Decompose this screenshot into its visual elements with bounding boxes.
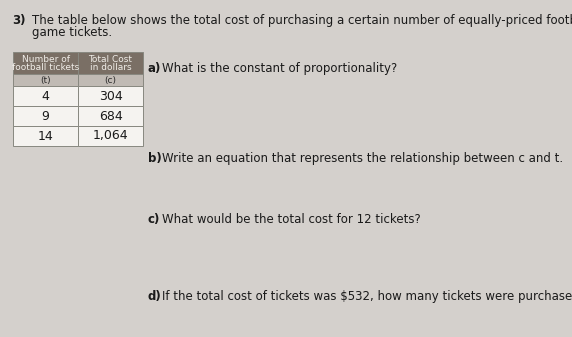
Bar (13, 106, 78, 126)
Text: football tickets: football tickets (12, 63, 79, 72)
Text: What would be the total cost for 12 tickets?: What would be the total cost for 12 tick… (162, 213, 420, 226)
Bar (78, 52, 143, 74)
Text: Write an equation that represents the relationship between c and t.: Write an equation that represents the re… (162, 152, 563, 165)
Text: What is the constant of proportionality?: What is the constant of proportionality? (162, 62, 397, 75)
Text: game tickets.: game tickets. (32, 26, 112, 39)
Text: 3): 3) (12, 14, 26, 27)
Text: Number of: Number of (22, 55, 70, 64)
Bar (78, 74, 143, 86)
Bar (78, 86, 143, 106)
Text: 1,064: 1,064 (93, 129, 128, 143)
Bar (13, 86, 78, 106)
Bar (78, 126, 143, 146)
Bar (78, 106, 143, 126)
Text: If the total cost of tickets was $532, how many tickets were purchased?: If the total cost of tickets was $532, h… (162, 290, 572, 303)
Text: 684: 684 (98, 110, 122, 123)
Text: 9: 9 (42, 110, 49, 123)
Text: (t): (t) (40, 75, 51, 85)
Text: b): b) (148, 152, 162, 165)
Text: 304: 304 (98, 90, 122, 102)
Text: a): a) (148, 62, 161, 75)
Bar (13, 126, 78, 146)
Text: (c): (c) (105, 75, 117, 85)
Text: in dollars: in dollars (90, 63, 132, 72)
Text: 14: 14 (38, 129, 53, 143)
Text: c): c) (148, 213, 160, 226)
Text: Total Cost: Total Cost (89, 55, 133, 64)
Text: The table below shows the total cost of purchasing a certain number of equally-p: The table below shows the total cost of … (32, 14, 572, 27)
Bar (13, 74, 78, 86)
Bar (13, 52, 78, 74)
Text: 4: 4 (42, 90, 49, 102)
Text: d): d) (148, 290, 162, 303)
